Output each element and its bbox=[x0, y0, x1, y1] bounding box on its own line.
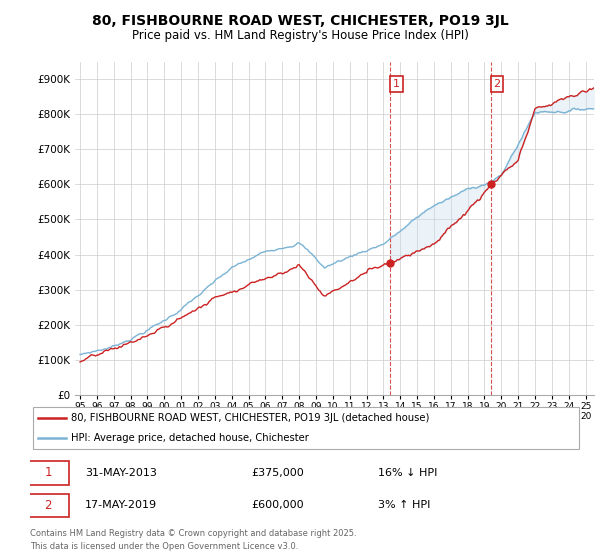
Text: 16% ↓ HPI: 16% ↓ HPI bbox=[378, 468, 437, 478]
FancyBboxPatch shape bbox=[33, 407, 579, 449]
Text: 3% ↑ HPI: 3% ↑ HPI bbox=[378, 500, 430, 510]
Text: 31-MAY-2013: 31-MAY-2013 bbox=[85, 468, 157, 478]
Text: £600,000: £600,000 bbox=[251, 500, 304, 510]
Text: Price paid vs. HM Land Registry's House Price Index (HPI): Price paid vs. HM Land Registry's House … bbox=[131, 29, 469, 42]
Text: 1: 1 bbox=[44, 466, 52, 479]
Text: 17-MAY-2019: 17-MAY-2019 bbox=[85, 500, 157, 510]
Text: HPI: Average price, detached house, Chichester: HPI: Average price, detached house, Chic… bbox=[71, 433, 309, 443]
Text: This data is licensed under the Open Government Licence v3.0.: This data is licensed under the Open Gov… bbox=[30, 542, 298, 551]
Point bbox=[386, 259, 395, 268]
Text: 2: 2 bbox=[493, 79, 500, 89]
Text: Contains HM Land Registry data © Crown copyright and database right 2025.: Contains HM Land Registry data © Crown c… bbox=[30, 529, 356, 538]
Text: 1: 1 bbox=[393, 79, 400, 89]
Point bbox=[486, 180, 496, 189]
Text: 80, FISHBOURNE ROAD WEST, CHICHESTER, PO19 3JL (detached house): 80, FISHBOURNE ROAD WEST, CHICHESTER, PO… bbox=[71, 413, 430, 423]
Text: 2: 2 bbox=[44, 498, 52, 512]
FancyBboxPatch shape bbox=[27, 493, 68, 517]
FancyBboxPatch shape bbox=[27, 461, 68, 485]
Text: 80, FISHBOURNE ROAD WEST, CHICHESTER, PO19 3JL: 80, FISHBOURNE ROAD WEST, CHICHESTER, PO… bbox=[92, 14, 508, 28]
Text: £375,000: £375,000 bbox=[251, 468, 304, 478]
